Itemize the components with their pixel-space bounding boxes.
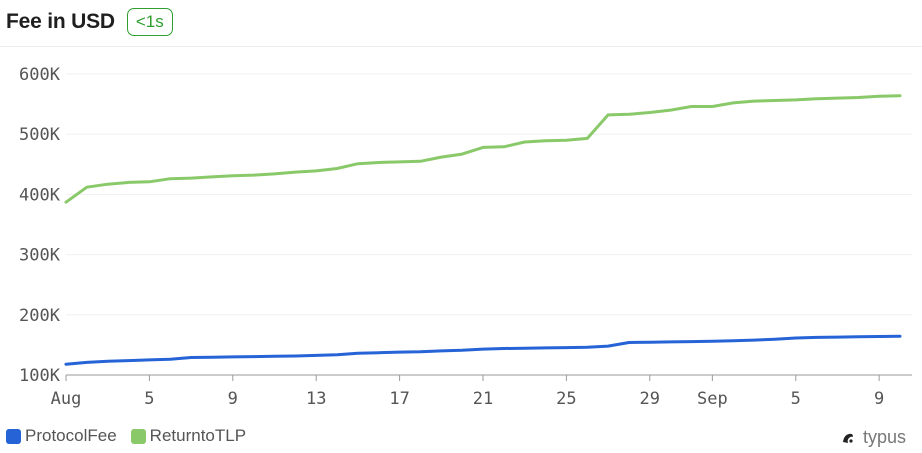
chart-header: Fee in USD <1s — [6, 6, 173, 38]
y-tick-label: 300K — [19, 246, 61, 266]
chart-legend: ProtocolFee ReturntoTLP — [6, 426, 246, 446]
chart-title: Fee in USD — [6, 10, 115, 33]
typus-logo-icon — [842, 433, 853, 443]
legend-item-returntotlp[interactable]: ReturntoTLP — [130, 426, 247, 446]
y-tick-label: 500K — [19, 125, 61, 145]
series-line-returntotlp — [64, 94, 902, 204]
legend-item-protocolfee[interactable]: ProtocolFee — [6, 426, 117, 446]
x-tick-label: 25 — [556, 389, 576, 409]
legend-swatch — [6, 428, 21, 444]
y-tick-label: 400K — [19, 185, 61, 205]
x-tick-label: 29 — [640, 389, 660, 409]
x-tick-label: 9 — [228, 389, 238, 409]
brand-name: typus — [862, 427, 906, 447]
x-tick-label: 9 — [874, 389, 884, 409]
legend-label: ReturntoTLP — [149, 426, 247, 445]
x-tick-label: 5 — [144, 389, 154, 409]
header-divider — [0, 46, 922, 47]
y-tick-label: 100K — [19, 366, 61, 386]
x-tick-label: Sep — [697, 389, 728, 409]
x-tick-label: 13 — [306, 389, 326, 409]
x-tick-label: 21 — [473, 389, 493, 409]
x-tick-label: 5 — [791, 389, 801, 409]
brand-mark: typus — [841, 427, 906, 448]
series-line-protocolfee — [64, 334, 902, 366]
x-tick-label: 17 — [389, 389, 409, 409]
legend-swatch — [130, 428, 146, 444]
x-tick-label: Aug — [51, 389, 82, 409]
legend-label: ProtocolFee — [25, 426, 117, 445]
refresh-latency-badge[interactable]: <1s — [126, 8, 173, 36]
y-tick-label: 200K — [19, 306, 61, 326]
y-tick-label: 600K — [19, 65, 61, 85]
line-chart: 100K 200K 300K 400K 500K 600K Aug 5 9 13 17 21 25 29 S… — [19, 65, 912, 409]
